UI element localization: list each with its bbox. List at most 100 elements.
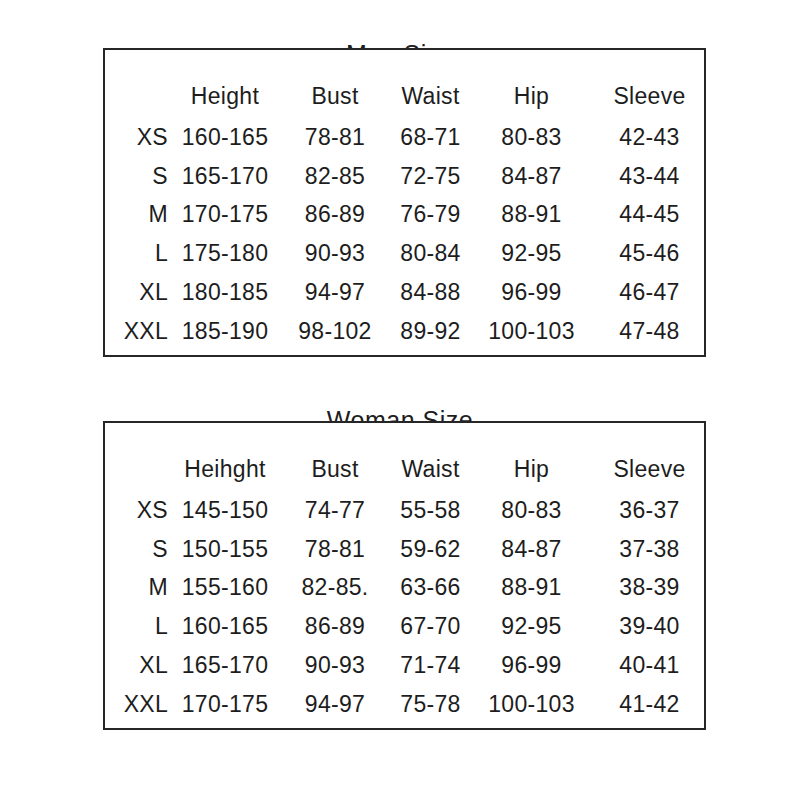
woman-size-table: HeihghtBustWaistHipSleeveXS145-15074-775… — [105, 423, 704, 724]
table-cell: 90-93 — [277, 646, 393, 685]
table-cell: 170-175 — [173, 685, 277, 724]
table-cell: 46-47 — [595, 273, 704, 312]
man-size-table-frame: HeightBustWaistHipSleeveXS160-16578-8168… — [103, 48, 706, 357]
size-label: XS — [105, 118, 173, 157]
size-label: XL — [105, 273, 173, 312]
table-row: XL165-17090-9371-7496-9940-41 — [105, 646, 704, 685]
table-cell: 165-170 — [173, 157, 277, 196]
table-cell: 175-180 — [173, 234, 277, 273]
table-cell: 89-92 — [393, 312, 468, 351]
column-header: Bust — [277, 423, 393, 491]
size-label: M — [105, 569, 173, 608]
table-cell: 59-62 — [393, 530, 468, 569]
table-cell: 38-39 — [595, 569, 704, 608]
table-cell: 80-83 — [468, 491, 595, 530]
table-row: S165-17082-8572-7584-8743-44 — [105, 157, 704, 196]
table-cell: 100-103 — [468, 685, 595, 724]
table-cell: 84-87 — [468, 157, 595, 196]
table-cell: 82-85. — [277, 569, 393, 608]
table-row: M155-16082-85.63-6688-9138-39 — [105, 569, 704, 608]
table-cell: 150-155 — [173, 530, 277, 569]
table-cell: 68-71 — [393, 118, 468, 157]
table-cell: 72-75 — [393, 157, 468, 196]
column-header: Sleeve — [595, 50, 704, 118]
table-cell: 63-66 — [393, 569, 468, 608]
table-cell: 44-45 — [595, 196, 704, 235]
table-cell: 74-77 — [277, 491, 393, 530]
table-cell: 39-40 — [595, 607, 704, 646]
table-cell: 185-190 — [173, 312, 277, 351]
table-cell: 76-79 — [393, 196, 468, 235]
table-cell: 88-91 — [468, 569, 595, 608]
table-cell: 155-160 — [173, 569, 277, 608]
table-cell: 47-48 — [595, 312, 704, 351]
column-header: Hip — [468, 423, 595, 491]
table-cell: 78-81 — [277, 118, 393, 157]
table-cell: 92-95 — [468, 607, 595, 646]
table-cell: 75-78 — [393, 685, 468, 724]
table-row: S150-15578-8159-6284-8737-38 — [105, 530, 704, 569]
column-header: Sleeve — [595, 423, 704, 491]
table-cell: 165-170 — [173, 646, 277, 685]
table-row: XL180-18594-9784-8896-9946-47 — [105, 273, 704, 312]
table-cell: 78-81 — [277, 530, 393, 569]
table-cell: 84-87 — [468, 530, 595, 569]
size-chart-page: Man Size HeightBustWaistHipSleeveXS160-1… — [0, 0, 800, 800]
table-cell: 41-42 — [595, 685, 704, 724]
table-cell: 36-37 — [595, 491, 704, 530]
table-cell: 42-43 — [595, 118, 704, 157]
table-cell: 80-83 — [468, 118, 595, 157]
size-label: S — [105, 530, 173, 569]
table-row: L160-16586-8967-7092-9539-40 — [105, 607, 704, 646]
table-cell: 43-44 — [595, 157, 704, 196]
table-cell: 96-99 — [468, 646, 595, 685]
column-header: Heihght — [173, 423, 277, 491]
table-row: XXL185-19098-10289-92100-10347-48 — [105, 312, 704, 351]
table-cell: 40-41 — [595, 646, 704, 685]
table-cell: 71-74 — [393, 646, 468, 685]
size-label: L — [105, 607, 173, 646]
column-header: Waist — [393, 50, 468, 118]
size-label: L — [105, 234, 173, 273]
size-label: XXL — [105, 312, 173, 351]
table-cell: 160-165 — [173, 118, 277, 157]
table-cell: 100-103 — [468, 312, 595, 351]
table-cell: 55-58 — [393, 491, 468, 530]
table-row: M170-17586-8976-7988-9144-45 — [105, 196, 704, 235]
header-row: HeightBustWaistHipSleeve — [105, 50, 704, 118]
table-cell: 86-89 — [277, 607, 393, 646]
table-cell: 45-46 — [595, 234, 704, 273]
woman-size-table-frame: HeihghtBustWaistHipSleeveXS145-15074-775… — [103, 421, 706, 730]
size-label: XXL — [105, 685, 173, 724]
size-label: XL — [105, 646, 173, 685]
size-label: S — [105, 157, 173, 196]
column-header: Hip — [468, 50, 595, 118]
table-cell: 82-85 — [277, 157, 393, 196]
table-cell: 88-91 — [468, 196, 595, 235]
man-size-table: HeightBustWaistHipSleeveXS160-16578-8168… — [105, 50, 704, 351]
table-cell: 94-97 — [277, 685, 393, 724]
table-cell: 98-102 — [277, 312, 393, 351]
table-cell: 86-89 — [277, 196, 393, 235]
table-cell: 80-84 — [393, 234, 468, 273]
column-header: Waist — [393, 423, 468, 491]
size-label: XS — [105, 491, 173, 530]
header-row: HeihghtBustWaistHipSleeve — [105, 423, 704, 491]
table-cell: 67-70 — [393, 607, 468, 646]
size-column-header — [105, 423, 173, 491]
table-cell: 92-95 — [468, 234, 595, 273]
table-cell: 37-38 — [595, 530, 704, 569]
table-cell: 160-165 — [173, 607, 277, 646]
table-cell: 145-150 — [173, 491, 277, 530]
table-row: L175-18090-9380-8492-9545-46 — [105, 234, 704, 273]
size-column-header — [105, 50, 173, 118]
table-row: XS145-15074-7755-5880-8336-37 — [105, 491, 704, 530]
table-row: XXL170-17594-9775-78100-10341-42 — [105, 685, 704, 724]
column-header: Height — [173, 50, 277, 118]
table-cell: 170-175 — [173, 196, 277, 235]
table-row: XS160-16578-8168-7180-8342-43 — [105, 118, 704, 157]
table-cell: 96-99 — [468, 273, 595, 312]
table-cell: 180-185 — [173, 273, 277, 312]
table-cell: 94-97 — [277, 273, 393, 312]
table-cell: 84-88 — [393, 273, 468, 312]
